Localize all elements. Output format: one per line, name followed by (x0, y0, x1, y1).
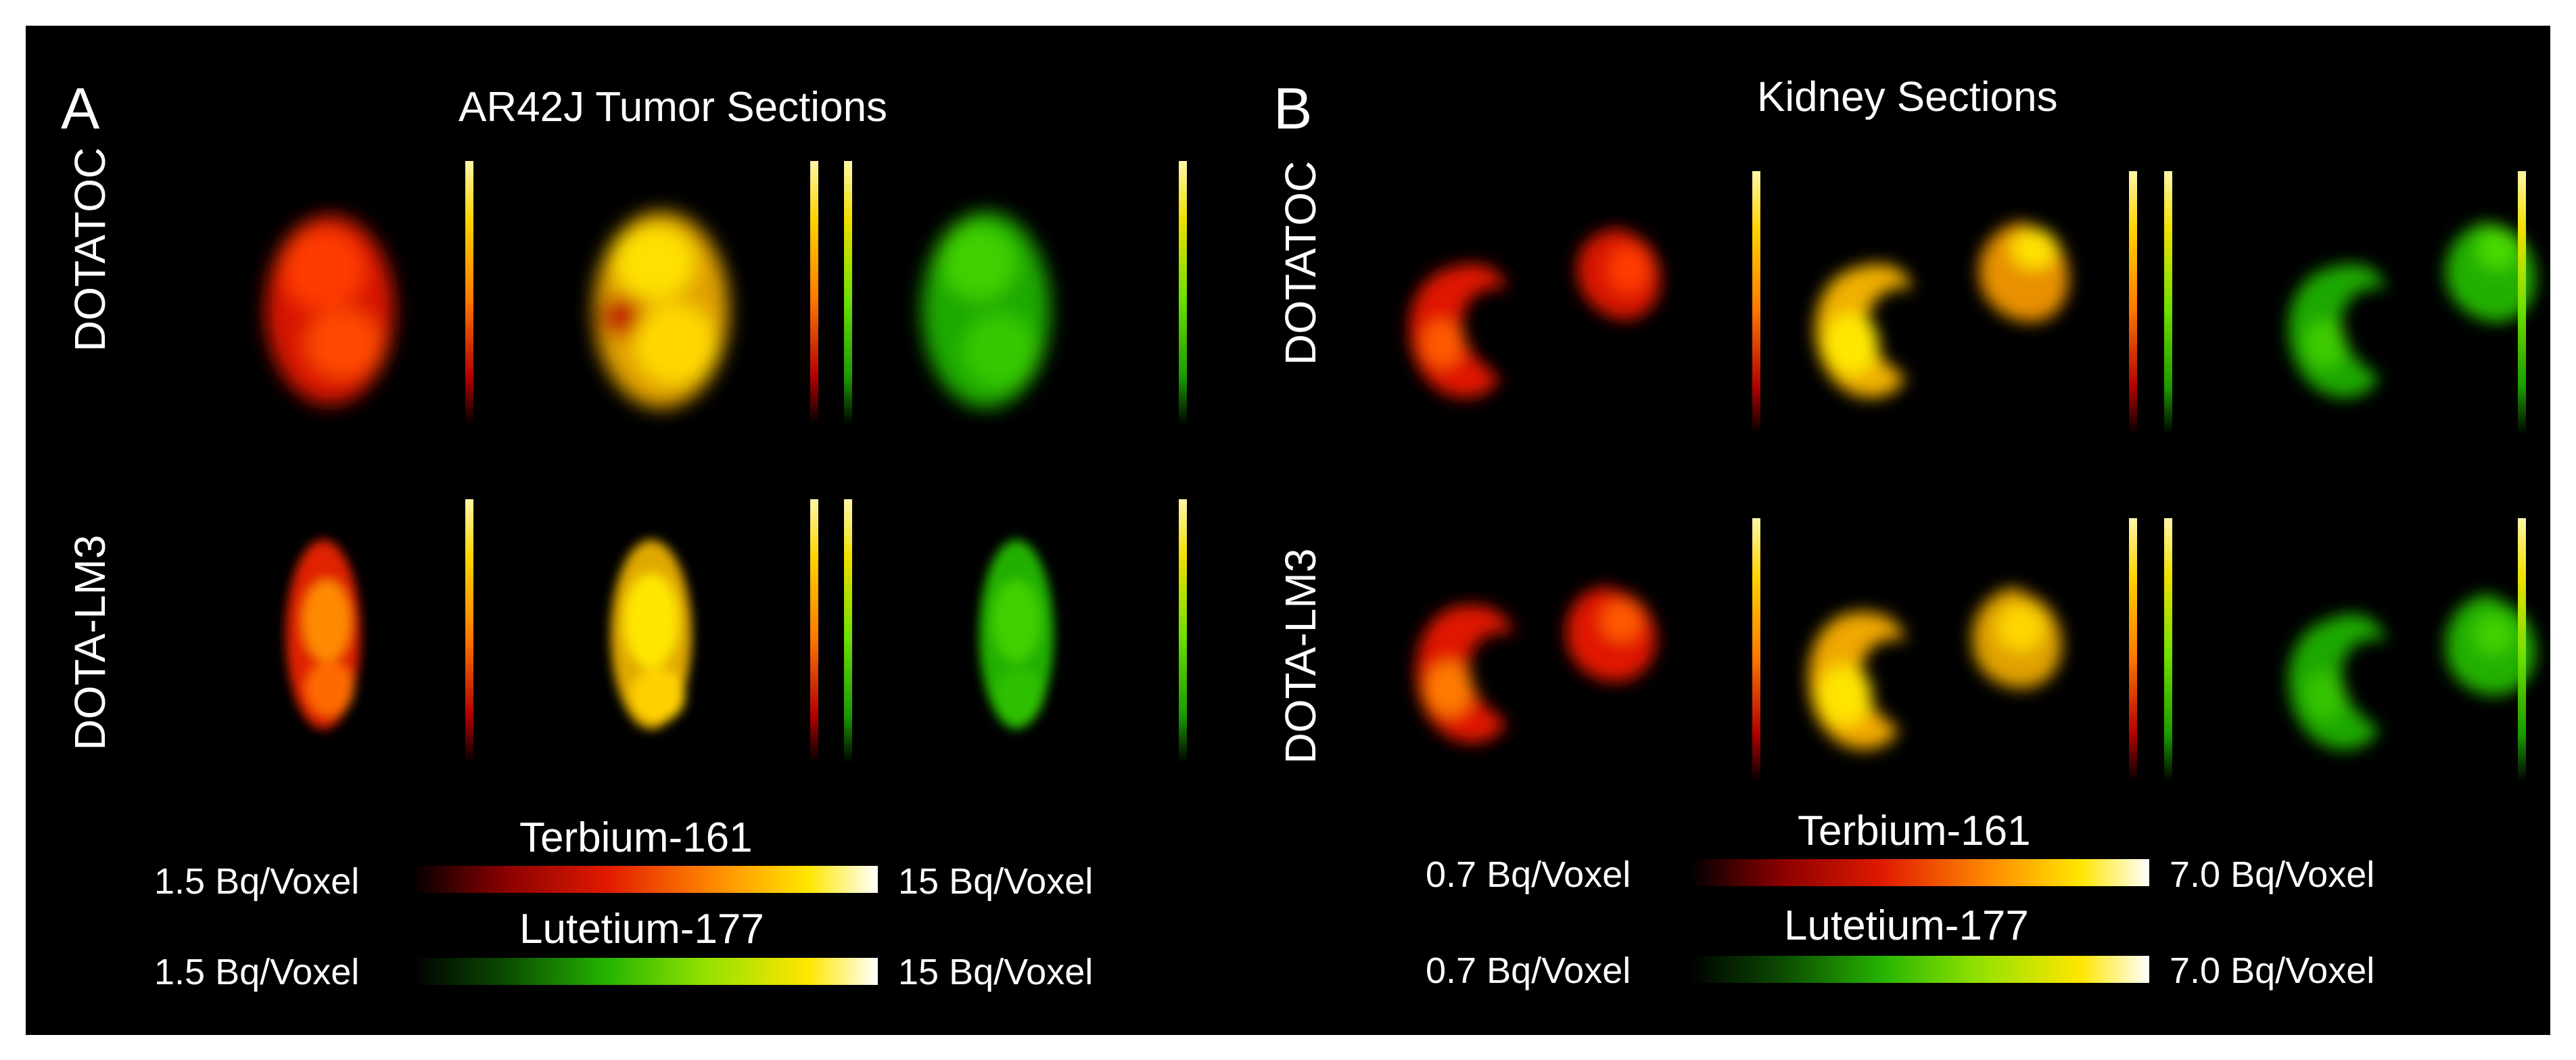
kidney-dotatoc-terbium-image (1409, 229, 1661, 398)
lutetium-colorbar (1179, 499, 1187, 763)
scale-name-label: Terbium-161 (519, 814, 753, 861)
terbium-colorbar (2129, 171, 2137, 435)
terbium-scale-bar (411, 866, 878, 893)
scale-max-label: 15 Bq/Voxel (898, 861, 1094, 902)
tumor-dota-lm3-overlay-image (611, 540, 692, 729)
lutetium-colorbar (2518, 518, 2526, 782)
kidney-dota-lm3-terbium-image (1416, 587, 1656, 743)
tumor-dotatoc-overlay-image (594, 212, 729, 408)
scale-name-label: Lutetium-177 (519, 906, 764, 952)
scale-name-label: Terbium-161 (1798, 808, 2031, 854)
panel-title: Kidney Sections (1757, 74, 2058, 120)
tumor-dota-lm3-lutetium-image (979, 540, 1054, 729)
tumor-images (266, 212, 1054, 729)
kidney-dota-lm3-overlay-image (1808, 587, 2062, 750)
tumor-dotatoc-terbium-image (266, 215, 394, 405)
kidney-dota-lm3-lutetium-image (2289, 594, 2535, 750)
tumor-dotatoc-lutetium-image (922, 212, 1050, 408)
lutetium-colorbar (1179, 161, 1187, 425)
scale-max-label: 15 Bq/Voxel (898, 952, 1094, 992)
panel-letter: B (1273, 76, 1313, 141)
scale-name-label: Lutetium-177 (1784, 902, 2029, 949)
lutetium-colorbar (2164, 518, 2172, 782)
scale-min-label: 0.7 Bq/Voxel (1426, 950, 1631, 991)
scale-min-label: 1.5 Bq/Voxel (154, 952, 360, 992)
terbium-colorbar (810, 161, 818, 425)
scale-max-label: 7.0 Bq/Voxel (2170, 950, 2375, 991)
kidney-dotatoc-overlay-image (1815, 222, 2069, 398)
scale-min-label: 0.7 Bq/Voxel (1426, 854, 1631, 895)
figure-canvas: A AR42J Tumor Sections DOTATOC DOTA-LM3 (26, 26, 2550, 1035)
lutetium-colorbar (2164, 171, 2172, 435)
lutetium-scale-bar (1689, 956, 2149, 983)
lutetium-scale-bar (411, 958, 878, 985)
scale-min-label: 1.5 Bq/Voxel (154, 861, 360, 902)
terbium-colorbar (1752, 518, 1760, 782)
panel-letter: A (61, 76, 100, 141)
tumor-dota-lm3-terbium-image (286, 540, 360, 729)
kidney-images (1409, 222, 2535, 750)
panel-title: AR42J Tumor Sections (459, 84, 888, 131)
lutetium-colorbar (844, 499, 852, 763)
terbium-colorbar (2129, 518, 2137, 782)
scale-max-label: 7.0 Bq/Voxel (2170, 854, 2375, 895)
terbium-colorbar (465, 499, 473, 763)
terbium-colorbar (810, 499, 818, 763)
lutetium-colorbar (844, 161, 852, 425)
terbium-colorbar (465, 161, 473, 425)
terbium-scale-bar (1689, 859, 2149, 886)
kidney-dotatoc-lutetium-image (2289, 222, 2535, 398)
lutetium-colorbar (2518, 171, 2526, 435)
terbium-colorbar (1752, 171, 1760, 435)
